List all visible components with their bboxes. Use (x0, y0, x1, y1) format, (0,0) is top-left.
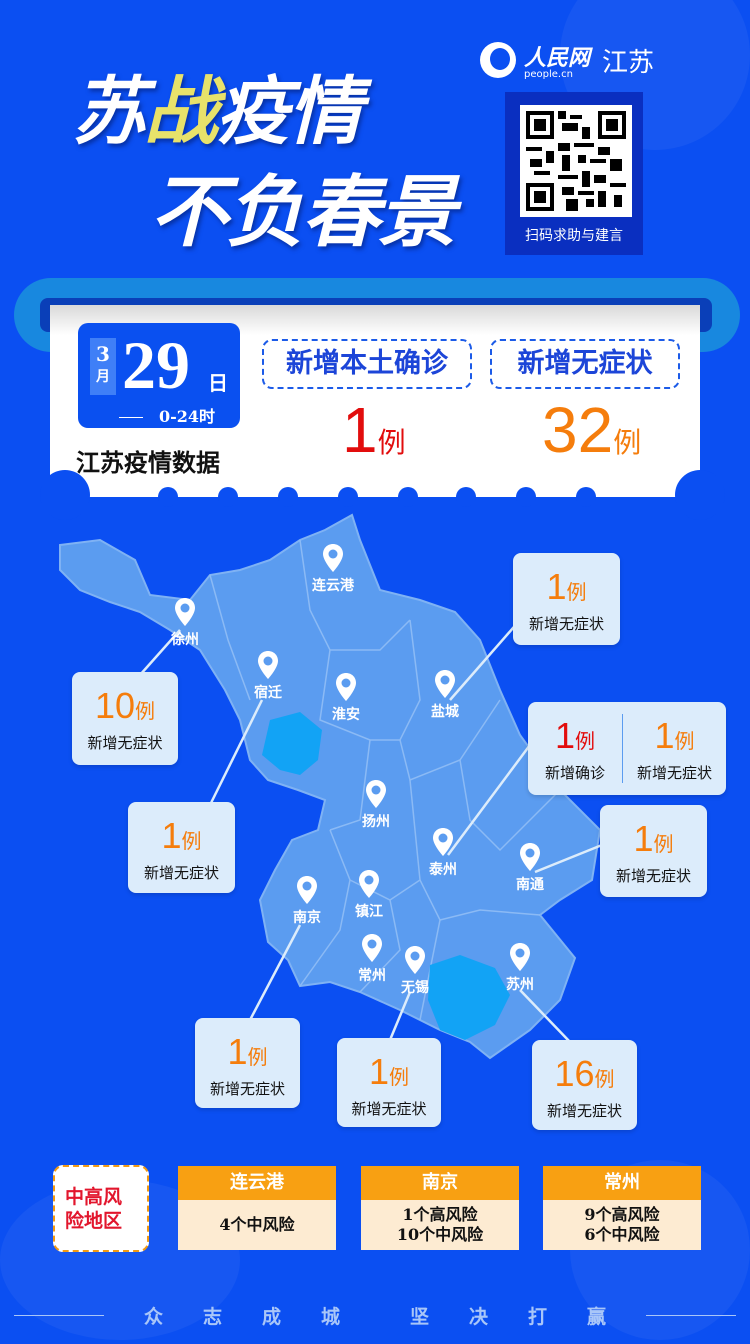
map-pin-icon (297, 876, 317, 904)
city-pin: 苏州 (490, 942, 550, 994)
logo-icon (480, 42, 516, 78)
city-pin: 无锡 (385, 945, 445, 997)
city-pin: 盐城 (415, 669, 475, 721)
callout-yancheng: 1例 新增无症状 (513, 553, 620, 645)
asymptomatic-label: 新增无症状 (490, 339, 680, 389)
city-pin: 常州 (342, 933, 402, 985)
callout-nanjing: 1例 新增无症状 (195, 1018, 300, 1108)
city-name: 常州 (358, 968, 386, 984)
day: 29 (122, 327, 190, 403)
hongze-lake (262, 712, 322, 775)
map-pin-icon (336, 673, 356, 701)
day-unit: 日 (208, 371, 228, 395)
qr-code[interactable] (520, 105, 632, 217)
map-pin-icon (258, 651, 278, 679)
card-caption: 江苏疫情数据 (76, 448, 220, 477)
confirmed-label: 新增本土确诊 (262, 339, 472, 389)
city-name: 宿迁 (254, 685, 282, 701)
city-pin: 连云港 (303, 543, 363, 595)
city-name: 南京 (293, 910, 321, 926)
callout-wuxi: 1例 新增无症状 (337, 1038, 441, 1127)
map-pin-icon (435, 670, 455, 698)
jiangsu-map (59, 513, 603, 1060)
risk-card-changzhou: 常州 9个高风险 6个中风险 (543, 1166, 701, 1250)
city-pin: 泰州 (413, 827, 473, 879)
map-pin-icon (323, 544, 343, 572)
qr-panel: 扫码求助与建言 (505, 92, 643, 255)
risk-card-lianyungang: 连云港 4个中风险 (178, 1166, 336, 1250)
callout-suzhou: 16例 新增无症状 (532, 1040, 637, 1130)
city-name: 泰州 (429, 862, 457, 878)
tai-lake (428, 955, 510, 1040)
callout-nantong: 1例 新增无症状 (600, 805, 707, 897)
city-pin: 淮安 (316, 672, 376, 724)
province-outline (59, 513, 602, 1060)
map-pin-icon (359, 870, 379, 898)
city-name: 盐城 (431, 704, 459, 720)
callout-taizhou: 1例 新增确诊 1例 新增无症状 (528, 702, 726, 795)
city-pin: 镇江 (339, 869, 399, 921)
callout-xuzhou: 10例 新增无症状 (72, 672, 178, 765)
risk-area-label: 中高风险地区 (53, 1165, 149, 1252)
map-pin-icon (366, 780, 386, 808)
map-pin-icon (510, 943, 530, 971)
city-pin: 南通 (500, 842, 560, 894)
asymptomatic-count: 32例 (542, 394, 642, 466)
city-pin: 宿迁 (238, 650, 298, 702)
city-name: 无锡 (401, 980, 429, 996)
city-name: 南通 (516, 877, 544, 893)
city-pin: 南京 (277, 875, 337, 927)
time-range: 0-24时 (78, 403, 240, 446)
map-pin-icon (175, 598, 195, 626)
city-name: 苏州 (506, 977, 534, 993)
title-line-1: 苏战疫情 (72, 69, 362, 155)
city-name: 淮安 (332, 707, 360, 723)
title-line-2: 不负春景 (150, 167, 456, 258)
risk-card-nanjing: 南京 1个高风险 10个中风险 (361, 1166, 519, 1250)
city-name: 徐州 (171, 632, 199, 648)
people-cn-logo: 人民网 people.cn 江苏 (480, 40, 654, 80)
map-pin-icon (520, 843, 540, 871)
confirmed-count: 1例 (342, 394, 406, 466)
map-pin-icon (405, 946, 425, 974)
city-pin: 徐州 (155, 597, 215, 649)
city-pin: 扬州 (346, 779, 406, 831)
city-name: 连云港 (312, 578, 354, 594)
footer-slogan: 众志成城 坚决打赢 (0, 1302, 750, 1329)
callout-suqian: 1例 新增无症状 (128, 802, 235, 893)
map-pin-icon (433, 828, 453, 856)
city-name: 镇江 (355, 904, 383, 920)
qr-caption: 扫码求助与建言 (525, 228, 623, 244)
city-name: 扬州 (362, 814, 390, 830)
map-pin-icon (362, 934, 382, 962)
